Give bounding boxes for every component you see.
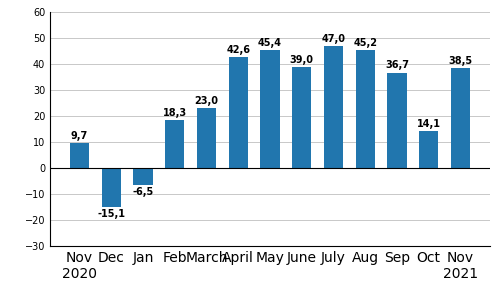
Text: 23,0: 23,0 [194, 96, 218, 106]
Bar [228, 57, 248, 168]
Text: -6,5: -6,5 [132, 187, 154, 197]
Text: 47,0: 47,0 [322, 34, 345, 44]
Bar [356, 50, 375, 168]
Bar [451, 68, 470, 168]
Text: 45,2: 45,2 [353, 38, 377, 48]
Text: -15,1: -15,1 [98, 209, 126, 219]
Bar [260, 50, 280, 168]
Bar [165, 120, 184, 168]
Text: 18,3: 18,3 [162, 108, 187, 118]
Bar [419, 131, 438, 168]
Bar [134, 168, 152, 185]
Bar [102, 168, 121, 207]
Bar [388, 73, 406, 168]
Text: 39,0: 39,0 [290, 55, 314, 64]
Bar [292, 67, 312, 168]
Bar [70, 143, 89, 168]
Bar [324, 46, 343, 168]
Text: 36,7: 36,7 [385, 61, 409, 70]
Text: 14,1: 14,1 [416, 119, 440, 129]
Bar [197, 108, 216, 168]
Text: 45,4: 45,4 [258, 38, 282, 48]
Text: 9,7: 9,7 [71, 131, 88, 141]
Text: 42,6: 42,6 [226, 45, 250, 55]
Text: 38,5: 38,5 [448, 56, 472, 66]
